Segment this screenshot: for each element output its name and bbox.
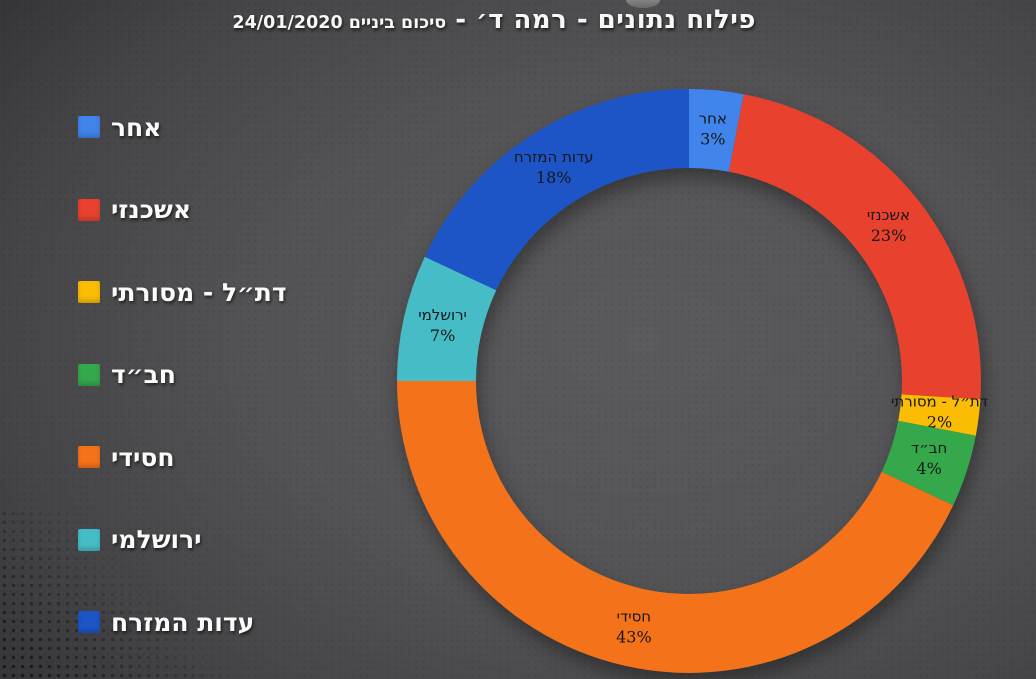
legend-item-other[interactable]: אחר — [78, 86, 287, 169]
legend-label-chabad: חב״ד — [111, 360, 176, 390]
slice-label-yerushalmi: ירושלמי 7% — [418, 306, 467, 345]
legend-item-ashkenazi[interactable]: אשכנזי — [78, 169, 287, 252]
chart-title-main: פילוח נתונים - רמה ד׳ - — [455, 5, 756, 35]
legend-swatch-yerushalmi — [78, 528, 100, 551]
legend-item-yerushalmi[interactable]: ירושלמי — [78, 499, 287, 582]
slice-yerushalmi[interactable] — [397, 256, 497, 381]
legend-label-yerushalmi: ירושלמי — [111, 525, 202, 555]
legend-label-other: אחר — [111, 112, 162, 142]
slice-dati-leumi-masorti[interactable] — [898, 394, 981, 436]
legend-swatch-ashkenazi — [78, 198, 100, 221]
legend-item-chassidi[interactable]: חסידי — [78, 416, 287, 499]
slice-chassidi[interactable] — [397, 381, 954, 673]
slice-label-chassidi: חסידי 43% — [616, 607, 652, 646]
legend-swatch-chassidi — [78, 446, 100, 469]
slice-label-edot-hamizrach: עדות המזרח 18% — [514, 148, 594, 187]
legend-label-chassidi: חסידי — [111, 442, 175, 472]
slice-chabad[interactable] — [881, 420, 976, 506]
legend-swatch-chabad — [78, 363, 100, 386]
legend-label-dati-leumi-masorti: דת״ל - מסורתי — [111, 277, 287, 307]
slice-edot-hamizrach[interactable] — [424, 89, 689, 291]
legend-label-ashkenazi: אשכנזי — [111, 195, 192, 225]
legend-swatch-dati-leumi-masorti — [78, 281, 100, 304]
legend-item-dati-leumi-masorti[interactable]: דת״ל - מסורתי — [78, 251, 287, 334]
legend-label-edot-hamizrach: עדות המזרח — [111, 607, 255, 637]
slice-ashkenazi[interactable] — [728, 94, 981, 400]
chart-title-sub: סיכום ביניים 24/01/2020 — [232, 13, 447, 33]
legend: אחר אשכנזי דת״ל - מסורתי חב״ד חסידי ירוש… — [78, 86, 287, 664]
legend-swatch-edot-hamizrach — [78, 611, 100, 634]
slice-label-dati-leumi-masorti: דת״ל - מסורתי 2% — [891, 393, 988, 432]
decor-ellipse — [626, 0, 660, 8]
legend-swatch-other — [78, 116, 100, 139]
slice-other[interactable] — [689, 89, 744, 172]
legend-item-edot-hamizrach[interactable]: עדות המזרח — [78, 581, 287, 664]
legend-item-chabad[interactable]: חב״ד — [78, 334, 287, 417]
slice-label-ashkenazi: אשכנזי 23% — [867, 206, 910, 245]
slice-label-other: אחר 3% — [699, 110, 727, 149]
chart-title: פילוח נתונים - רמה ד׳ - סיכום ביניים 24/0… — [232, 5, 756, 35]
slice-label-chabad: חב״ד 4% — [911, 439, 947, 478]
